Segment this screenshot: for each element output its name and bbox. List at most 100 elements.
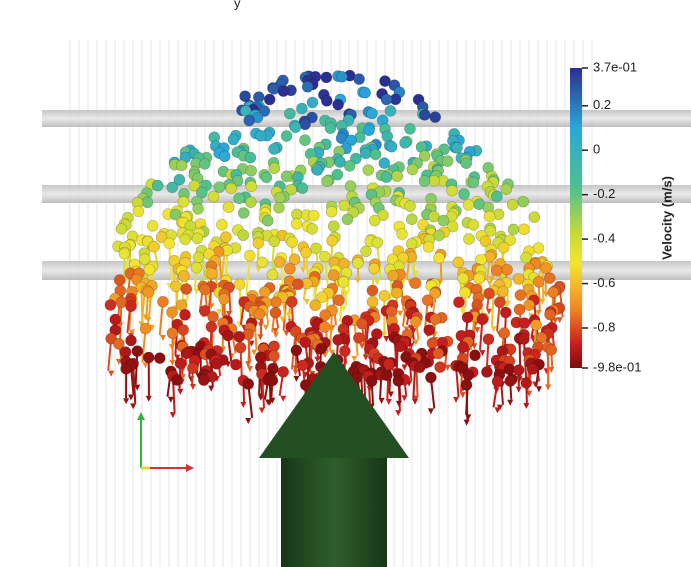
axis-y-head [137,412,145,420]
particle [494,297,505,308]
particle [363,165,374,176]
particle [254,309,265,320]
particle [334,295,345,306]
particle [278,366,289,377]
velocity-arrow-head [280,396,286,402]
particle [319,251,330,262]
particle [308,210,319,221]
particle [167,307,178,318]
velocity-arrow-head [145,317,151,323]
velocity-arrow-head [293,376,299,382]
particle [381,172,392,183]
velocity-arrow-head [257,334,263,340]
particle [114,275,125,286]
particle [386,141,397,152]
velocity-arrow-head [397,311,403,317]
particle [284,263,295,274]
particle [419,109,430,120]
particle [238,208,249,219]
colorbar-tick-label: 0.2 [593,97,611,112]
colorbar-tick-label: -0.2 [593,186,615,201]
particle [521,377,532,388]
particle [316,343,327,354]
particle [453,257,464,268]
particle [211,358,222,369]
particle [468,219,479,230]
particle [339,200,350,211]
velocity-arrow-head [516,387,522,393]
particle [406,214,417,225]
particle [152,180,163,191]
velocity-arrow-head [259,408,265,414]
particle [360,246,371,257]
particle [142,197,153,208]
page: {"caption_fragment": "y", "colorbar": {"… [0,0,691,567]
particle [379,290,390,301]
particle [121,363,132,374]
particle [518,334,529,345]
particle [164,238,175,249]
particle [508,224,519,235]
particle [460,287,471,298]
particle [481,367,492,378]
velocity-arrow-head [130,403,136,409]
particle [518,196,529,207]
particle [257,257,268,268]
particle [176,300,187,311]
particle [206,321,217,332]
particle [484,288,495,299]
particle [360,87,371,98]
particle [311,243,322,254]
velocity-arrow-head [379,398,385,404]
particle [406,238,417,249]
particle [447,185,458,196]
particle [246,181,257,192]
particle [119,248,130,259]
particle [157,296,168,307]
particle [321,95,332,106]
particle [244,115,255,126]
velocity-arrow-head [396,401,402,407]
particle [470,350,481,361]
particle [302,81,313,92]
particle [245,197,256,208]
particle [290,122,301,133]
particle [372,237,383,248]
particle [369,263,380,274]
axis-x-head [186,464,194,472]
particle [269,144,280,155]
particle [507,199,518,210]
velocity-arrow-head [464,420,470,426]
particle [234,331,245,342]
particle [167,182,178,193]
colorbar-tick-label: 0 [593,142,600,157]
render: y Velocity (m/s) 3.7e-010.20-0.2-0.4-0.6… [0,0,691,567]
particle [281,131,292,142]
particle [531,319,542,330]
velocity-arrow-head [355,278,361,284]
particle [269,163,280,174]
particle [546,344,557,355]
velocity-arrow-head [412,399,418,405]
particle [143,352,154,363]
colorbar-tick-label: -9.8e-01 [593,359,641,374]
particle [193,252,204,263]
particle [328,221,339,232]
particle [514,304,525,315]
particle [292,279,303,290]
particle [268,83,279,94]
particle [458,342,469,353]
particle [175,358,186,369]
particle [333,99,344,110]
particle [234,193,245,204]
particle [484,211,495,222]
particle [245,152,256,163]
particle [178,324,189,335]
particle [307,223,318,234]
particle [143,286,154,297]
particle [353,332,364,343]
particle [176,160,187,171]
velocity-arrow-head [388,391,394,397]
velocity-arrow-head [548,367,554,373]
particle [296,103,307,114]
